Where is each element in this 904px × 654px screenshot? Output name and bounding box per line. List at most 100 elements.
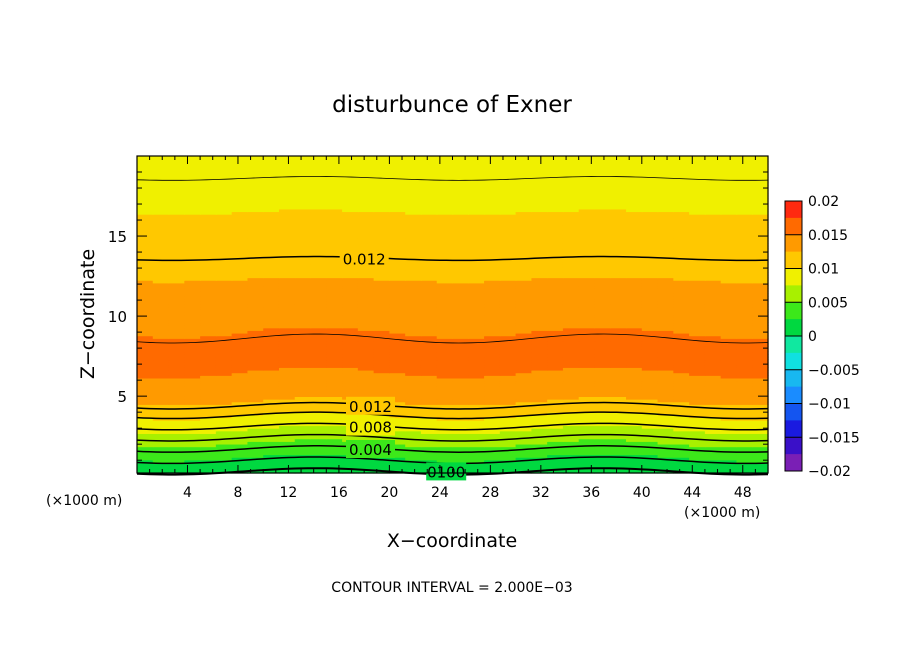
contour-band-cell bbox=[215, 311, 233, 316]
contour-band-cell bbox=[436, 393, 454, 397]
contour-band-cell bbox=[184, 156, 201, 160]
contour-band-cell bbox=[547, 200, 564, 205]
contour-line bbox=[136, 176, 769, 181]
contour-band-cell bbox=[752, 457, 769, 461]
contour-band-cell bbox=[468, 280, 485, 284]
contour-band-cell bbox=[641, 443, 659, 448]
contour-band-cell bbox=[657, 354, 674, 358]
contour-band-cell bbox=[736, 441, 753, 445]
contour-band-cell bbox=[547, 332, 564, 337]
contour-band-cell bbox=[499, 465, 517, 469]
contour-band-cell bbox=[720, 256, 738, 260]
contour-band-cell bbox=[184, 245, 201, 250]
contour-band-cell bbox=[405, 272, 422, 276]
contour-band-cell bbox=[326, 274, 343, 279]
contour-band-cell bbox=[562, 285, 580, 289]
contour-band-cell bbox=[326, 343, 343, 347]
contour-band-cell bbox=[689, 441, 706, 445]
contour-band-cell bbox=[673, 451, 690, 456]
contour-band-cell bbox=[373, 187, 390, 191]
contour-band-cell bbox=[641, 354, 659, 358]
contour-band-cell bbox=[626, 359, 643, 363]
contour-band-cell bbox=[357, 354, 375, 358]
contour-band-cell bbox=[200, 317, 217, 321]
contour-band-cell bbox=[152, 219, 170, 223]
contour-band-cell bbox=[405, 163, 422, 168]
contour-band-cell bbox=[752, 401, 769, 405]
contour-band-cell bbox=[278, 296, 296, 300]
contour-band-cell bbox=[137, 391, 154, 395]
contour-band-cell bbox=[231, 303, 249, 308]
contour-band-cell bbox=[626, 404, 643, 408]
contour-band-cell bbox=[578, 195, 596, 199]
contour-band-cell bbox=[736, 330, 753, 334]
contour-band-cell bbox=[278, 227, 296, 231]
contour-band-cell bbox=[247, 311, 264, 316]
contour-band-cell bbox=[594, 335, 611, 339]
contour-band-cell bbox=[152, 208, 170, 213]
contour-band-cell bbox=[357, 385, 375, 390]
contour-band-cell bbox=[137, 200, 154, 205]
contour-band-cell bbox=[547, 314, 564, 318]
contour-band-cell bbox=[673, 369, 690, 374]
contour-band-cell bbox=[326, 161, 343, 165]
contour-band-cell bbox=[626, 443, 643, 448]
contour-band-cell bbox=[373, 459, 390, 464]
contour-band-cell bbox=[673, 465, 690, 469]
contour-band-cell bbox=[736, 216, 753, 220]
contour-band-cell bbox=[263, 325, 280, 329]
contour-band-cell bbox=[137, 356, 154, 361]
contour-band-cell bbox=[137, 161, 154, 165]
contour-band-cell bbox=[294, 158, 312, 162]
contour-band-cell bbox=[420, 298, 438, 302]
contour-band-cell bbox=[137, 187, 154, 191]
contour-band-cell bbox=[342, 290, 359, 294]
contour-band-cell bbox=[578, 232, 596, 236]
contour-band-cell bbox=[673, 443, 690, 448]
contour-band-cell bbox=[263, 156, 280, 160]
contour-band-cell bbox=[578, 211, 596, 215]
contour-band-cell bbox=[531, 266, 548, 271]
contour-band-cell bbox=[515, 348, 532, 353]
contour-band-cell bbox=[720, 185, 738, 189]
contour-band-cell bbox=[310, 301, 327, 305]
contour-band-cell bbox=[137, 412, 154, 416]
contour-band-cell bbox=[231, 264, 249, 268]
contour-band-cell bbox=[689, 293, 706, 297]
contour-band-cell bbox=[184, 237, 201, 242]
contour-band-cell bbox=[215, 443, 233, 448]
contour-band-cell bbox=[689, 187, 706, 191]
contour-band-cell bbox=[436, 343, 454, 347]
contour-band-cell bbox=[641, 248, 659, 252]
contour-band-cell bbox=[420, 261, 438, 265]
contour-band-cell bbox=[484, 354, 501, 358]
contour-band-cell bbox=[594, 187, 611, 191]
contour-band-cell bbox=[342, 198, 359, 202]
contour-band-cell bbox=[499, 182, 517, 186]
contour-band-cell bbox=[342, 216, 359, 220]
contour-band-cell bbox=[200, 211, 217, 215]
contour-band-cell bbox=[547, 420, 564, 424]
contour-band-cell bbox=[657, 187, 674, 191]
contour-band-cell bbox=[420, 288, 438, 292]
contour-band-cell bbox=[294, 161, 312, 165]
contour-band-cell bbox=[547, 240, 564, 244]
contour-band-cell bbox=[626, 465, 643, 469]
contour-band-cell bbox=[547, 462, 564, 466]
contour-band-cell bbox=[200, 182, 217, 186]
contour-band-cell bbox=[578, 369, 596, 374]
contour-band-cell bbox=[484, 335, 501, 339]
contour-band-cell bbox=[594, 166, 611, 170]
contour-band-cell bbox=[200, 216, 217, 220]
contour-band-cell bbox=[594, 367, 611, 371]
contour-band-cell bbox=[594, 396, 611, 400]
contour-band-cell bbox=[736, 346, 753, 350]
contour-band-cell bbox=[673, 467, 690, 471]
contour-band-cell bbox=[247, 161, 264, 165]
contour-band-cell bbox=[278, 177, 296, 181]
contour-band-cell bbox=[468, 277, 485, 281]
contour-band-cell bbox=[562, 177, 580, 181]
contour-band-cell bbox=[342, 169, 359, 173]
contour-band-cell bbox=[736, 222, 753, 226]
contour-band-cell bbox=[294, 309, 312, 313]
